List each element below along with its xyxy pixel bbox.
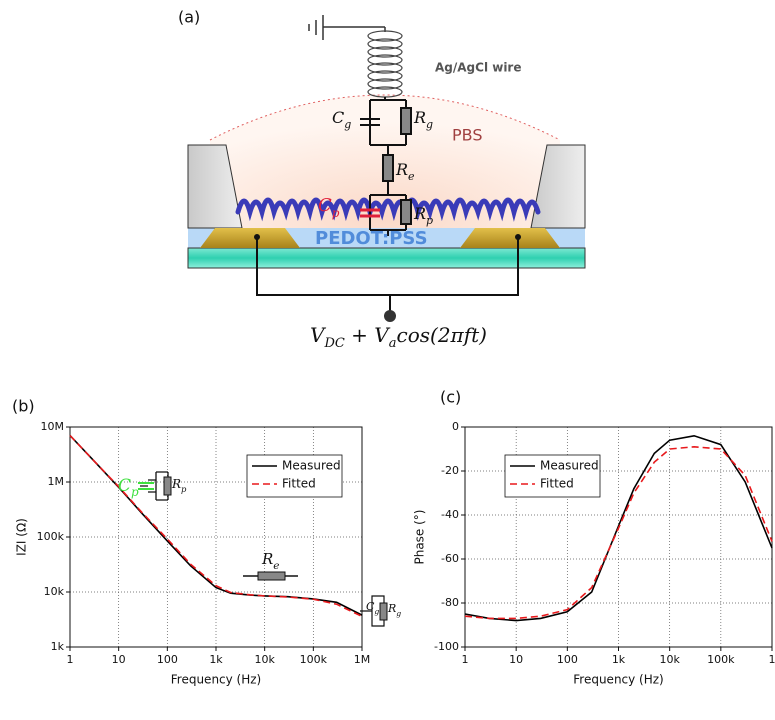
annotation-symbol bbox=[379, 602, 388, 621]
y-tick-label: -60 bbox=[441, 552, 459, 565]
annotation: Re bbox=[261, 550, 280, 572]
y-axis-title: Phase (°) bbox=[413, 509, 427, 564]
substrate bbox=[187, 247, 586, 269]
panel-label: (b) bbox=[12, 397, 35, 416]
electrolyte-label: PBS bbox=[452, 126, 483, 145]
bias-formula: VDC + Vacos(2πft) bbox=[310, 323, 487, 352]
charts: (b)1 10 100 1k 10k 100k 1M1k10k100k1M10MFreque… bbox=[12, 388, 775, 687]
electrode bbox=[460, 228, 560, 248]
y-axis-title: IZI (Ω) bbox=[15, 518, 29, 556]
x-axis-title: Frequency (Hz) bbox=[573, 673, 664, 687]
x-tick-label: 10k bbox=[659, 653, 680, 666]
polymer-chains bbox=[235, 197, 541, 222]
schematic: (a) Ag/AgCl wire PBS PEDOT:PSS Cg Rg Re … bbox=[178, 8, 586, 352]
terminal bbox=[384, 310, 396, 322]
contact bbox=[254, 234, 260, 240]
x-tick-label: 100k bbox=[707, 653, 735, 666]
data-line bbox=[464, 434, 773, 622]
x-tick-label: 100k bbox=[300, 653, 328, 666]
annotation-symbol bbox=[163, 476, 172, 496]
annotation-symbol bbox=[360, 595, 385, 627]
y-tick-label: 10k bbox=[44, 585, 65, 598]
circuit bbox=[256, 97, 519, 313]
plot-frame bbox=[69, 426, 363, 648]
x-tick-label: 1 bbox=[67, 653, 74, 666]
legend-label: Fitted bbox=[282, 477, 316, 491]
y-tick-label: -40 bbox=[441, 508, 459, 521]
x-tick-label: 10 bbox=[509, 653, 523, 666]
data-line bbox=[464, 445, 773, 620]
x-tick-label: 100 bbox=[157, 653, 178, 666]
x-tick-label: 1k bbox=[612, 653, 626, 666]
legend-label: Measured bbox=[540, 459, 599, 473]
x-tick-label: 10k bbox=[254, 653, 275, 666]
legend-box bbox=[504, 454, 601, 498]
y-tick-label: -100 bbox=[434, 640, 459, 653]
component-label: Rp bbox=[413, 204, 433, 227]
y-tick-label: 1M bbox=[48, 475, 65, 488]
x-tick-label: 1 bbox=[769, 653, 775, 666]
y-tick-label: -20 bbox=[441, 464, 459, 477]
y-tick-label: -80 bbox=[441, 596, 459, 609]
y-tick-label: 100k bbox=[37, 530, 65, 543]
ground bbox=[308, 15, 386, 40]
y-tick-label: 0 bbox=[452, 420, 459, 433]
annotation-symbol bbox=[140, 471, 169, 501]
y-tick-label: 1k bbox=[51, 640, 65, 653]
annotation: Cp bbox=[118, 476, 139, 500]
component-label: Rg bbox=[413, 108, 433, 131]
data-line bbox=[69, 434, 363, 616]
legend-label: Fitted bbox=[540, 477, 574, 491]
annotation-symbol bbox=[257, 571, 286, 581]
legend-box bbox=[246, 454, 343, 498]
component-label: Cp bbox=[318, 195, 340, 220]
plot-frame bbox=[464, 426, 773, 648]
x-tick-label: 100 bbox=[557, 653, 578, 666]
y-tick-label: 10M bbox=[41, 420, 65, 433]
x-axis-title: Frequency (Hz) bbox=[171, 673, 262, 687]
component-label: Cg bbox=[332, 108, 351, 131]
coil bbox=[367, 30, 403, 98]
annotation: Cg bbox=[366, 600, 379, 616]
x-tick-label: 1k bbox=[209, 653, 223, 666]
x-tick-label: 10 bbox=[112, 653, 126, 666]
wire-label: Ag/AgCl wire bbox=[435, 61, 522, 75]
legend-label: Measured bbox=[282, 459, 341, 473]
dome-outline bbox=[209, 94, 561, 141]
component-label: Re bbox=[395, 160, 415, 183]
contact bbox=[515, 234, 521, 240]
electrode bbox=[200, 228, 300, 248]
annotation: Rg bbox=[387, 602, 401, 618]
x-tick-label: 1M bbox=[354, 653, 371, 666]
panel-label: (c) bbox=[440, 388, 461, 407]
film-label: PEDOT:PSS bbox=[315, 228, 428, 249]
panel-label: (a) bbox=[178, 8, 200, 27]
x-tick-label: 1 bbox=[462, 653, 469, 666]
annotation: Rp bbox=[171, 477, 187, 494]
